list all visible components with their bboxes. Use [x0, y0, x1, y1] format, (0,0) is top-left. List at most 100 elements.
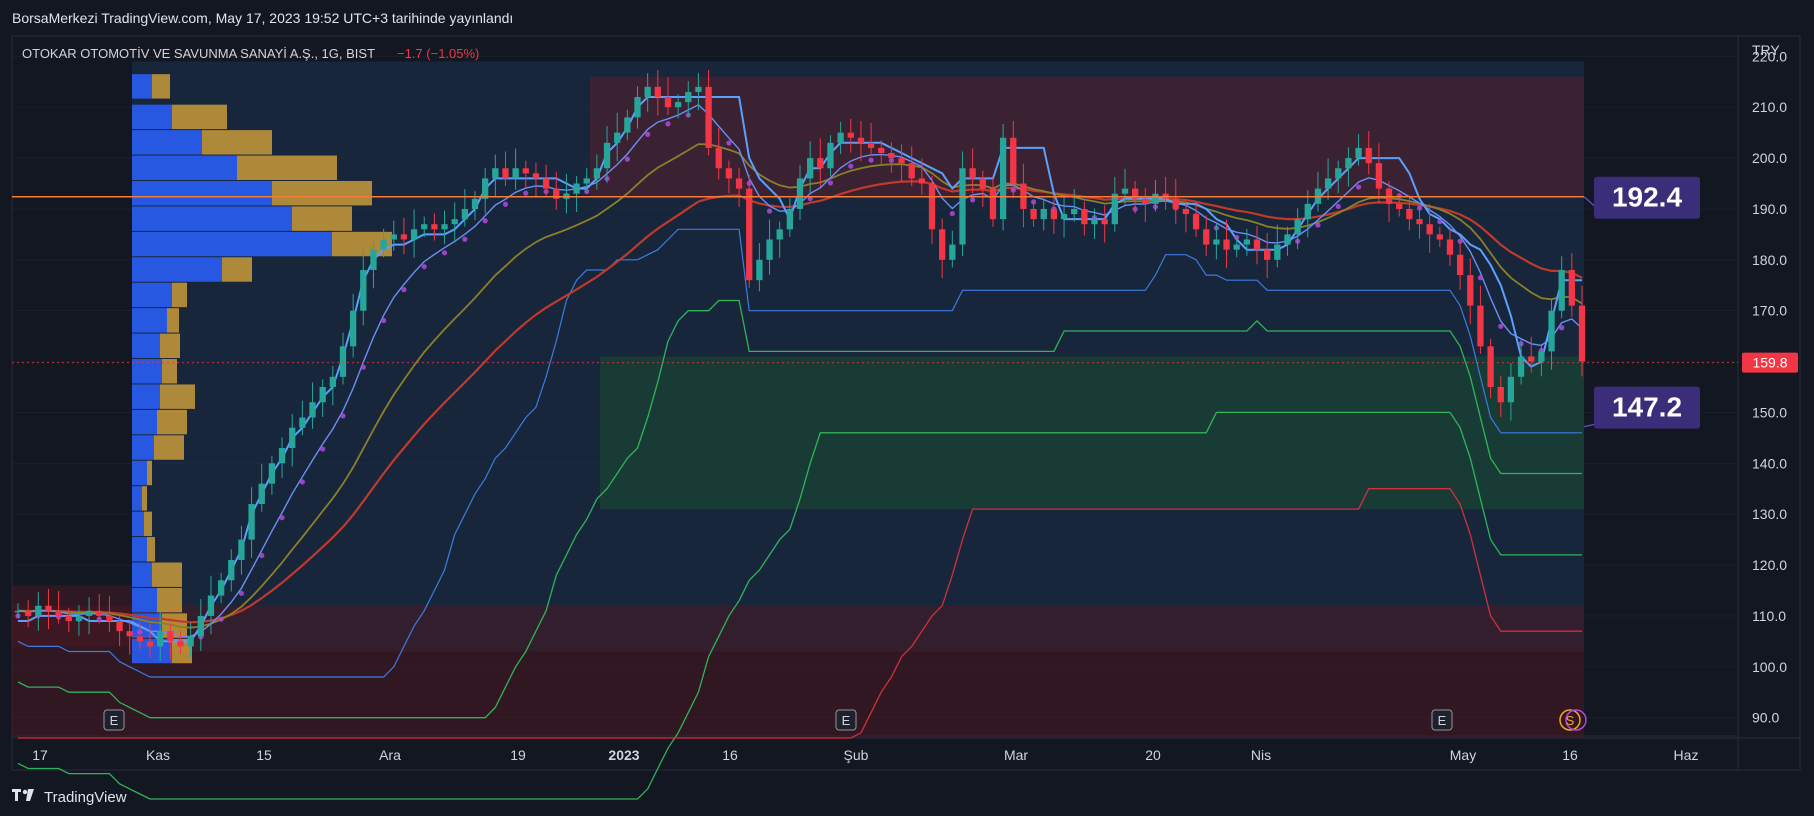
candle-body [715, 147, 722, 169]
price-axis[interactable]: 220.0210.0200.0190.0180.0170.0160.0150.0… [1742, 48, 1798, 726]
candle-body [1223, 239, 1230, 250]
profile-down-bar [160, 333, 180, 359]
profile-up-bar [132, 308, 167, 333]
candle-body [867, 142, 875, 148]
profile-down-bar [152, 562, 182, 587]
band-green-upper [17, 299, 1582, 719]
candle-body [421, 224, 428, 230]
candle-body [35, 605, 42, 616]
profile-up-bar [132, 282, 172, 308]
chart-outer-border [11, 35, 1801, 771]
candle-body [207, 595, 215, 616]
candle-body [786, 208, 793, 230]
candle-body [106, 615, 113, 621]
candle-body [1253, 239, 1261, 250]
time-tick-label: 2023 [608, 747, 639, 763]
profile-up-bar [132, 409, 157, 435]
candle-body [1081, 208, 1088, 225]
tradingview-brand[interactable]: TradingView [12, 788, 127, 806]
psar-dot [1498, 323, 1504, 329]
profile-up-bar [132, 333, 160, 359]
candle-body [492, 168, 499, 179]
candle-body [705, 86, 712, 148]
candle-body [1030, 208, 1037, 220]
profile-down-bar [154, 435, 184, 460]
candle-body [674, 102, 682, 108]
last-price-badge [1742, 352, 1798, 373]
candle-body [187, 636, 194, 647]
price-tick-label: 90.0 [1752, 710, 1779, 726]
time-tick-label: 15 [256, 747, 272, 763]
candle-body [1040, 208, 1047, 220]
candle-body [999, 137, 1007, 220]
psar-dot [279, 515, 285, 521]
profile-up-bar [132, 359, 162, 384]
candle-body [1294, 219, 1301, 235]
psar-dot [949, 210, 955, 217]
earnings-marker-label: E [842, 713, 851, 728]
candle-body [441, 224, 448, 230]
candle-body [1467, 275, 1474, 306]
candle-body [258, 483, 265, 504]
split-marker-circle [1559, 709, 1581, 731]
profile-up-bar [132, 74, 152, 99]
psar-dot [1477, 275, 1484, 281]
candle-body [370, 249, 377, 270]
psar-dot [502, 201, 509, 207]
candle-body [685, 91, 692, 103]
level-label-box [1594, 386, 1700, 429]
earnings-marker-box [1431, 709, 1453, 731]
candle-body [1243, 239, 1251, 245]
candle-body [1416, 219, 1423, 225]
psar-dot [1437, 219, 1443, 225]
price-tick-label: 120.0 [1752, 557, 1787, 573]
earnings-marker-label: E [110, 713, 119, 728]
candle-body [1304, 203, 1311, 220]
profile-down-bar [142, 486, 147, 511]
candle-body [553, 188, 560, 199]
candle-body [248, 504, 255, 540]
price-tick-label: 130.0 [1752, 506, 1787, 522]
profile-up-bar [132, 460, 147, 486]
profile-up-bar [132, 511, 144, 537]
psar-dot [726, 140, 732, 146]
candle-body [309, 402, 316, 418]
profile-up-bar [132, 537, 147, 562]
candle-body [1345, 158, 1352, 169]
time-tick-label: 17 [32, 747, 48, 763]
psar-dot [848, 163, 854, 169]
candle-body [289, 427, 296, 449]
candle-body [1477, 305, 1484, 347]
psar-dot [1355, 184, 1362, 190]
profile-down-bar [172, 104, 227, 130]
time-axis[interactable]: 17 Kas 15 Ara 19 2023 16 Şub Mar 20 Nis May 16 Haz [32, 747, 1698, 763]
candle-body [1192, 214, 1200, 230]
candle-body [827, 142, 834, 169]
candle-body [614, 132, 621, 143]
candle-body [1050, 208, 1058, 220]
candle-body [14, 610, 22, 613]
candle-body [1426, 224, 1433, 235]
candle-body [725, 168, 733, 179]
band-blue [17, 228, 1582, 678]
candle-body [146, 641, 154, 647]
published-caption: BorsaMerkezi TradingView.com, May 17, 20… [12, 10, 514, 26]
profile-up-bar [132, 231, 332, 257]
profile-down-bar [237, 155, 337, 180]
candle-body [268, 463, 276, 484]
candle-body [1111, 193, 1118, 225]
candle-body [238, 539, 245, 560]
candle-body [1456, 254, 1464, 276]
candle-body [1142, 198, 1149, 204]
psar-dot [970, 197, 976, 203]
candle-body [85, 610, 93, 616]
candle-body [75, 615, 83, 621]
candle-body [898, 158, 905, 164]
profile-down-bar [144, 511, 152, 537]
candle-body [1355, 147, 1362, 159]
psar-dot [340, 413, 346, 419]
candle-body [1436, 234, 1443, 240]
profile-down-bar [160, 384, 195, 409]
candle-body [65, 615, 72, 621]
